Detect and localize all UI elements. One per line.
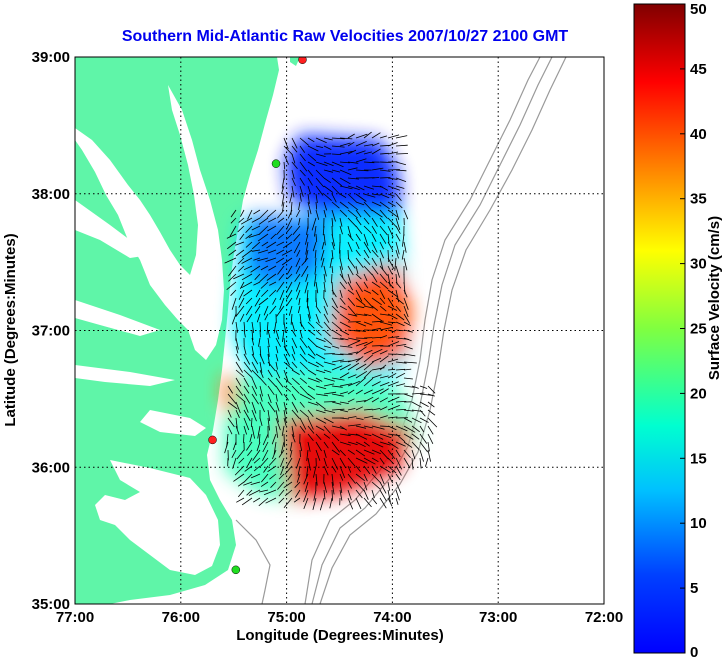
station-marker-4 [231, 565, 241, 575]
station-marker-1 [298, 57, 307, 64]
colorbar-tick-label: 45 [690, 61, 707, 78]
colorbar-ticks: 0 5 10 15 20 25 30 35 40 45 50 [680, 1, 707, 659]
y-tick-labels: 35:00 36:00 37:00 38:00 39:00 [32, 49, 70, 613]
y-tick-label: 36:00 [32, 459, 70, 476]
bathymetry-contours [235, 57, 567, 604]
y-tick-label: 39:00 [32, 49, 70, 66]
x-tick-label: 72:00 [585, 609, 623, 626]
velocity-vectors [224, 131, 438, 511]
x-tick-label: 74:00 [373, 609, 411, 626]
colorbar-tick-label: 40 [690, 126, 707, 143]
colorbar-tick-label: 0 [690, 644, 698, 659]
plot-frame [74, 56, 605, 605]
y-tick-label: 35:00 [32, 596, 70, 613]
station-marker-3 [208, 435, 217, 445]
chart-title: Southern Mid-Atlantic Raw Velocities 200… [122, 28, 569, 45]
colorbar-tick-label: 5 [690, 580, 698, 597]
chesapeake-bay [75, 85, 224, 360]
colorbar-tick-label: 20 [690, 385, 707, 402]
x-tick-labels: 77:00 76:00 75:00 74:00 73:00 72:00 [56, 609, 623, 626]
pamlico-sound [95, 460, 220, 575]
colorbar-label: Surface Velocity (cm/s) [706, 216, 723, 380]
colorbar-tick-label: 50 [690, 1, 707, 18]
radar-stations [208, 57, 307, 575]
x-tick-label: 73:00 [479, 609, 517, 626]
cape-may [290, 57, 300, 66]
x-tick-label: 76:00 [162, 609, 200, 626]
colorbar-tick-label: 30 [690, 256, 707, 273]
colorbar [633, 3, 686, 654]
y-tick-label: 37:00 [32, 323, 70, 340]
plot-area [75, 57, 604, 604]
colorbar-tick-label: 15 [690, 450, 707, 467]
x-tick-label: 75:00 [267, 609, 305, 626]
station-marker-2 [271, 159, 281, 168]
colorbar-tick-label: 10 [690, 515, 707, 532]
y-axis-label: Latitude (Degrees:Minutes) [2, 233, 19, 426]
colorbar-tick-label: 35 [690, 191, 707, 208]
colorbar-tick-label: 25 [690, 321, 707, 338]
y-tick-label: 38:00 [32, 186, 70, 203]
x-axis-label: Longitude (Degrees:Minutes) [236, 627, 444, 644]
x-tick-label: 77:00 [56, 609, 94, 626]
